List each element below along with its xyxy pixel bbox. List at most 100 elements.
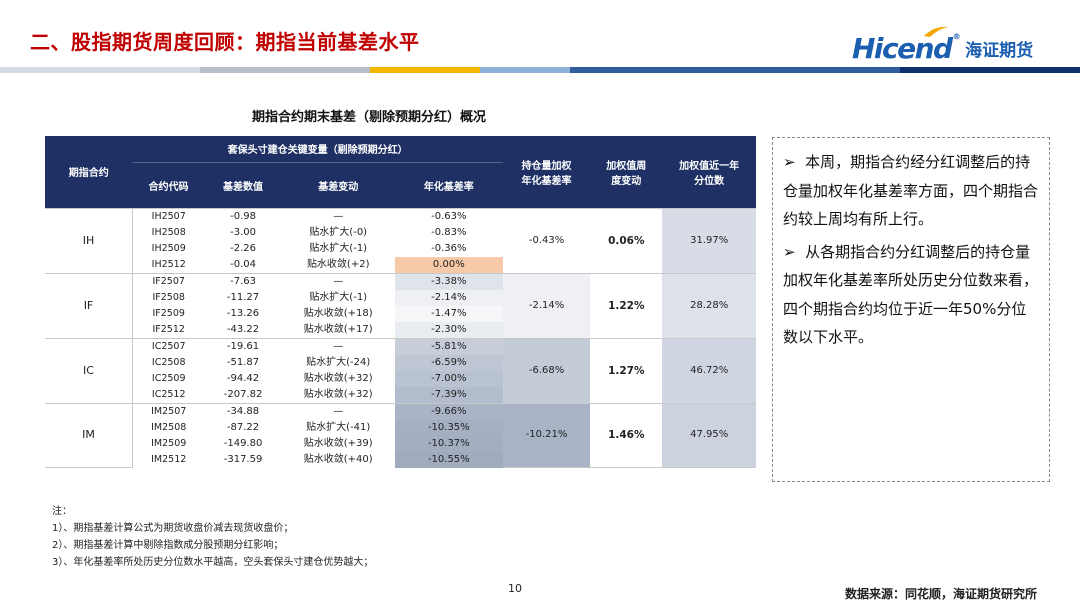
contract-code-cell: IC2508 xyxy=(151,356,186,368)
annual-basis-rate-cell: 0.00% xyxy=(394,256,503,273)
weekly-change-cell: 0.06% xyxy=(590,207,663,274)
basis-value-cell: -317.59 xyxy=(223,453,263,465)
table-row: IC2508 -51.87 贴水扩大(-24) -6.59% xyxy=(45,354,756,371)
weighted-rate-cell: -2.14% xyxy=(502,272,591,339)
annual-basis-rate-cell: -10.37% xyxy=(394,435,503,452)
table-row: IC2512 -207.82 贴水收敛(+32) -7.39% xyxy=(45,386,756,403)
col-header-group: 套保头寸建仓关键变量（剔除预期分红） xyxy=(132,136,503,162)
basis-value-cell: -43.22 xyxy=(226,323,260,335)
basis-value-cell: -87.22 xyxy=(226,421,260,433)
contract-code-cell: IM2509 xyxy=(151,437,187,449)
table-title: 期指合约期末基差（剔除预期分红）概况 xyxy=(252,110,487,125)
basis-value-cell: -51.87 xyxy=(226,356,260,368)
basis-value-cell: -11.27 xyxy=(226,291,260,303)
basis-change-cell: 贴水扩大(-41) xyxy=(306,421,371,433)
stripe-segment xyxy=(900,67,1080,73)
contract-code-cell: IF2512 xyxy=(152,323,185,335)
col-header-basis: 基差数值 xyxy=(204,162,282,208)
contract-code-cell: IC2507 xyxy=(132,337,205,355)
bullet-arrow-icon: ➢ xyxy=(783,153,796,171)
basis-change-cell: 贴水扩大(-0) xyxy=(309,226,368,238)
basis-change-cell: 贴水扩大(-24) xyxy=(306,356,371,368)
basis-change-cell: — xyxy=(281,272,395,290)
annual-basis-rate-cell: -7.00% xyxy=(394,370,503,387)
table-row: IM2509 -149.80 贴水收敛(+39) -10.37% xyxy=(45,435,756,452)
col-header-weighted-line1: 持仓量加权 xyxy=(521,160,572,172)
col-header-annual: 年化基差率 xyxy=(394,162,503,208)
basis-value-cell: -3.00 xyxy=(230,226,256,238)
table-row: IF2509 -13.26 贴水收敛(+18) -1.47% xyxy=(45,305,756,322)
col-header-code: 合约代码 xyxy=(132,162,205,208)
commentary-text-2: 从各期指合约分红调整后的持仓量加权年化基差率所处历史分位数来看，四个期指合约均位… xyxy=(783,242,1039,347)
table-row: IC IC2507 -19.61— -5.81% -6.68% 1.27% 46.72% xyxy=(45,337,756,404)
note-item: 3）、年化基差率所处历史分位数水平越高，空头套保头寸建仓优势越大； xyxy=(52,557,374,568)
commentary-paragraph-2: ➢ 从各期指合约分红调整后的持仓量加权年化基差率所处历史分位数来看，四个期指合约… xyxy=(783,238,1041,352)
contract-code-cell: IF2509 xyxy=(152,307,185,319)
commentary-box: ➢ 本周，期指合约经分红调整后的持仓量加权年化基差率方面，四个期指合约较上周均有… xyxy=(772,137,1050,482)
basis-change-cell: 贴水收敛(+2) xyxy=(306,258,370,270)
page-title: 二、股指期货周度回顾：期指当前基差水平 xyxy=(30,30,420,54)
annual-basis-rate-cell: -10.35% xyxy=(394,419,503,436)
logo-chinese-name: 海证期货 xyxy=(965,40,1034,61)
bullet-arrow-icon: ➢ xyxy=(783,242,796,261)
col-header-weighted-line2: 年化基差率 xyxy=(521,175,572,187)
contract-code-cell: IM2507 xyxy=(132,402,205,420)
basis-value-cell: -149.80 xyxy=(223,437,263,449)
stripe-segment xyxy=(0,67,200,73)
table-row: IM IM2507 -34.88— -9.66% -10.21% 1.46% 47.95% xyxy=(45,402,756,468)
basis-value-cell: -0.98 xyxy=(204,207,282,225)
table-row: IC2509 -94.42 贴水收敛(+32) -7.00% xyxy=(45,370,756,387)
contract-code-cell: IH2508 xyxy=(151,226,186,238)
col-header-index: 期指合约 xyxy=(45,136,133,208)
stripe-segment xyxy=(480,67,570,73)
contract-code-cell: IC2509 xyxy=(151,372,186,384)
contract-code-cell: IF2508 xyxy=(152,291,185,303)
contract-code-cell: IC2512 xyxy=(151,388,186,400)
annual-basis-rate-cell: -0.36% xyxy=(394,240,503,257)
table-row: IM2508 -87.22 贴水扩大(-41) -10.35% xyxy=(45,419,756,436)
basis-change-cell: — xyxy=(281,337,395,355)
index-name-cell: IF xyxy=(45,272,133,339)
weekly-change-cell: 1.46% xyxy=(590,402,663,468)
contract-code-cell: IH2509 xyxy=(151,242,186,254)
contract-code-cell: IM2508 xyxy=(151,421,187,433)
table-row: IF2508 -11.27 贴水扩大(-1) -2.14% xyxy=(45,289,756,306)
index-name-cell: IC xyxy=(45,337,133,404)
annual-basis-rate-cell: -0.83% xyxy=(394,224,503,241)
annual-basis-rate-cell: -2.14% xyxy=(394,289,503,306)
table-row: IH IH2507 -0.98— -0.63% -0.43% 0.06% 31.97% xyxy=(45,207,756,274)
commentary-text-1: 本周，期指合约经分红调整后的持仓量加权年化基差率方面，四个期指合约较上周均有所上… xyxy=(783,153,1039,228)
data-source: 数据来源：同花顺，海证期货研究所 xyxy=(845,587,1038,601)
note-item: 1）、期指基差计算公式为期货收盘价减去现货收盘价； xyxy=(52,523,294,534)
annual-basis-rate-cell: -7.39% xyxy=(394,386,503,403)
basis-change-cell: — xyxy=(281,207,395,225)
weighted-rate-cell: -6.68% xyxy=(502,337,591,404)
col-header-weekly-change-line1: 加权值周 xyxy=(606,160,647,172)
col-header-percentile: 加权值近一年 分位数 xyxy=(662,136,756,208)
basis-change-cell: 贴水收敛(+18) xyxy=(303,307,373,319)
contract-code-cell: IM2512 xyxy=(151,453,187,465)
annual-basis-rate-cell: -6.59% xyxy=(394,354,503,371)
notes: 注： 1）、期指基差计算公式为期货收盘价减去现货收盘价； 2）、期指基差计算中剔… xyxy=(52,503,373,571)
col-header-change: 基差变动 xyxy=(281,162,395,208)
weekly-change-cell: 1.27% xyxy=(590,337,663,404)
basis-value-cell: -7.63 xyxy=(204,272,282,290)
contract-code-cell: IH2512 xyxy=(151,258,186,270)
note-item: 2）、期指基差计算中剔除指数成分股预期分红影响； xyxy=(52,540,284,551)
contract-code-cell: IF2507 xyxy=(132,272,205,290)
table-header-row: 期指合约 套保头寸建仓关键变量（剔除预期分红） 持仓量加权 年化基差率 加权值周… xyxy=(45,136,756,208)
basis-value-cell: -2.26 xyxy=(230,242,256,254)
annual-basis-rate-cell: -3.38% xyxy=(394,272,503,290)
col-header-percentile-line1: 加权值近一年 xyxy=(679,160,740,172)
annual-basis-rate-cell: -9.66% xyxy=(394,402,503,420)
logo-swoosh-icon xyxy=(924,26,948,37)
basis-change-cell: 贴水收敛(+32) xyxy=(303,372,373,384)
basis-change-cell: 贴水收敛(+17) xyxy=(303,323,373,335)
annual-basis-rate-cell: -1.47% xyxy=(394,305,503,322)
basis-change-cell: 贴水收敛(+32) xyxy=(303,388,373,400)
basis-change-cell: 贴水收敛(+39) xyxy=(303,437,373,449)
basis-change-cell: — xyxy=(281,402,395,420)
percentile-cell: 47.95% xyxy=(662,402,756,468)
stripe-segment xyxy=(370,67,480,73)
table-row: IH2508 -3.00 贴水扩大(-0) -0.83% xyxy=(45,224,756,241)
